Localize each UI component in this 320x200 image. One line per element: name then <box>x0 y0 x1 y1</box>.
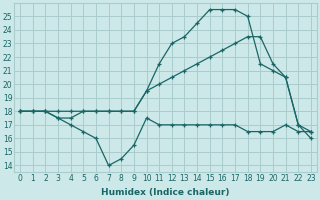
X-axis label: Humidex (Indice chaleur): Humidex (Indice chaleur) <box>101 188 230 197</box>
